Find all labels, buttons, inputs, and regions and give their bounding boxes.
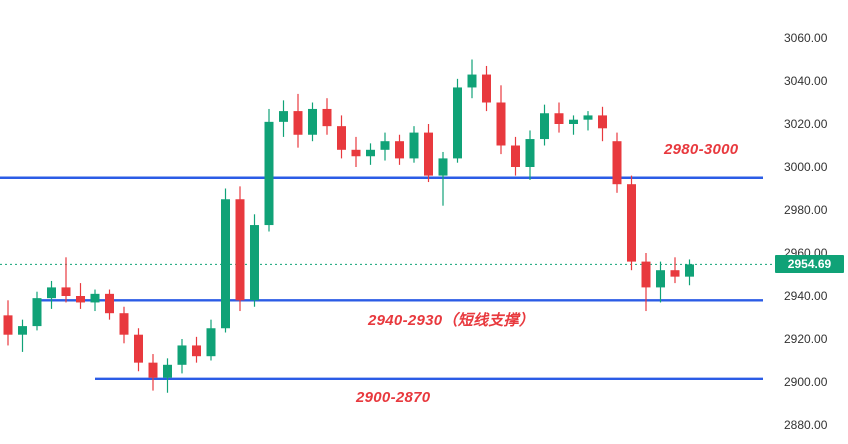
candle-body <box>264 121 274 226</box>
resistance-zone-label: 2980-3000 <box>664 141 739 158</box>
candle-body <box>206 328 216 357</box>
candle-body <box>569 119 578 124</box>
candle-body <box>380 141 390 150</box>
candle-body <box>612 141 622 185</box>
candle-body <box>279 111 288 122</box>
axis-tick-label: 2880.00 <box>784 418 828 432</box>
candle-body <box>337 126 346 150</box>
candle-body <box>467 74 477 88</box>
candle-body <box>540 113 549 140</box>
candle-body <box>322 108 332 127</box>
candle-body <box>627 184 636 262</box>
candle-body <box>351 149 361 157</box>
axis-tick-label: 2920.00 <box>784 332 828 346</box>
candle-body <box>148 362 158 378</box>
candle-body <box>18 326 27 335</box>
lower-support-zone-label: 2900-2870 <box>356 389 431 406</box>
candle-body <box>656 270 665 288</box>
candle-body <box>61 287 71 296</box>
candle-body <box>670 270 680 277</box>
candle-body <box>177 345 187 365</box>
candle-body <box>163 364 172 378</box>
candle-body <box>47 287 56 299</box>
candle-body <box>119 313 129 335</box>
short-term-support-label: 2940-2930（短线支撑） <box>368 312 535 329</box>
candle-body <box>511 145 520 167</box>
candle-body <box>395 141 404 159</box>
candle-body <box>453 87 462 159</box>
candle-body <box>685 264 694 277</box>
candle-body <box>424 132 433 176</box>
candle-body <box>598 115 607 129</box>
candle-body <box>192 345 201 357</box>
current-price-badge: 2954.69 <box>775 255 844 274</box>
candle-body <box>525 139 535 167</box>
candle-body <box>250 225 259 301</box>
axis-tick-label: 3000.00 <box>784 160 828 174</box>
candle-body <box>641 261 651 288</box>
axis-tick-label: 3060.00 <box>784 31 828 45</box>
axis-tick-label: 2940.00 <box>784 289 828 303</box>
axis-tick-label: 2980.00 <box>784 203 828 217</box>
candle-body <box>90 293 100 303</box>
price-axis[interactable]: 3060.00 3040.00 3020.00 3000.00 2980.00 2960.… <box>775 0 848 444</box>
axis-tick-label: 3020.00 <box>784 117 828 131</box>
candle-body <box>308 108 317 135</box>
candle-body <box>293 111 303 135</box>
candle-body <box>76 296 85 303</box>
candle-body <box>366 149 375 157</box>
candle-body <box>438 158 448 176</box>
candle-body <box>583 115 593 120</box>
candle-body <box>134 334 143 363</box>
candle-body <box>3 315 13 335</box>
axis-tick-label: 3040.00 <box>784 74 828 88</box>
candle-body <box>482 74 491 103</box>
axis-tick-label: 2900.00 <box>784 375 828 389</box>
candle-body <box>409 132 419 159</box>
candle-body <box>221 199 230 329</box>
candle-body <box>235 199 245 301</box>
candle-body <box>496 102 506 146</box>
candle-body <box>554 113 564 124</box>
candle-body <box>105 293 114 314</box>
candle-body <box>32 298 42 327</box>
